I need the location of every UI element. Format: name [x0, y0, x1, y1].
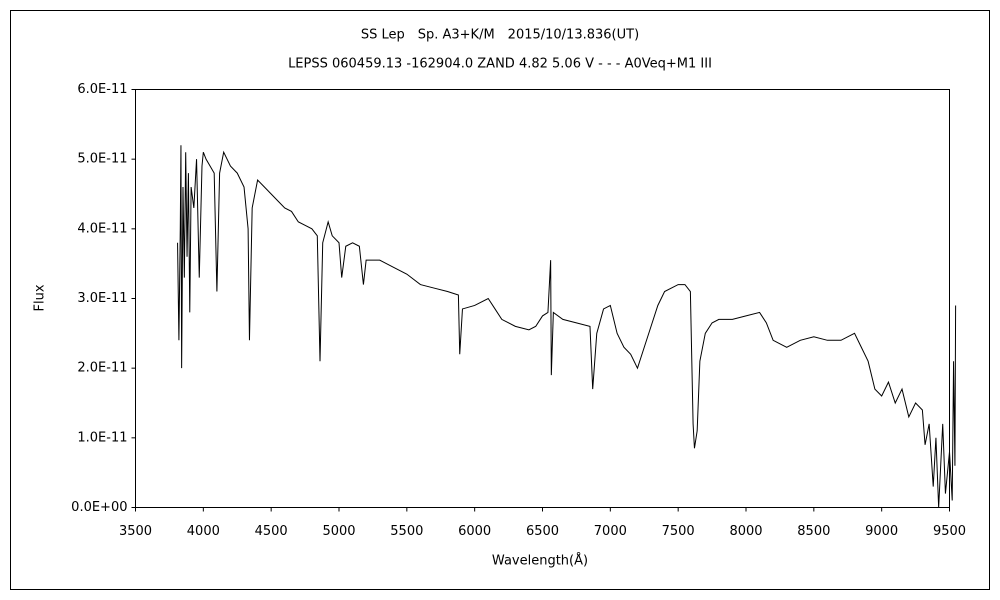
chart-frame: [10, 10, 990, 590]
chart-subtitle: LEPSS 060459.13 -162904.0 ZAND 4.82 5.06…: [288, 57, 712, 72]
y-tick-label: 1.0E-11: [77, 430, 127, 445]
y-tick-label: 3.0E-11: [77, 291, 127, 306]
x-tick-label: 5000: [322, 524, 355, 539]
spectrum-line: [177, 145, 957, 508]
x-tick-label: 6000: [458, 524, 491, 539]
x-tick-label: 9500: [933, 524, 966, 539]
y-tick-label: 2.0E-11: [77, 361, 127, 376]
x-tick-label: 8000: [729, 524, 762, 539]
y-axis-label: Flux: [33, 284, 48, 311]
y-tick-label: 4.0E-11: [77, 221, 127, 236]
x-tick-label: 3500: [119, 524, 152, 539]
x-axis-label: Wavelength(Å): [492, 553, 588, 569]
y-tick-label: 5.0E-11: [77, 152, 127, 167]
x-tick-label: 9000: [865, 524, 898, 539]
x-tick-label: 6500: [526, 524, 559, 539]
x-tick-label: 5500: [390, 524, 423, 539]
x-tick-label: 7000: [594, 524, 627, 539]
x-tick-label: 4000: [187, 524, 220, 539]
y-tick-label: 6.0E-11: [77, 82, 127, 97]
chart-title: SS Lep Sp. A3+K/M 2015/10/13.836(UT): [361, 28, 639, 43]
x-tick-label: 4500: [255, 524, 288, 539]
x-tick-label: 8500: [797, 524, 830, 539]
y-tick-label: 0.0E+00: [71, 500, 127, 515]
x-tick-label: 7500: [662, 524, 695, 539]
